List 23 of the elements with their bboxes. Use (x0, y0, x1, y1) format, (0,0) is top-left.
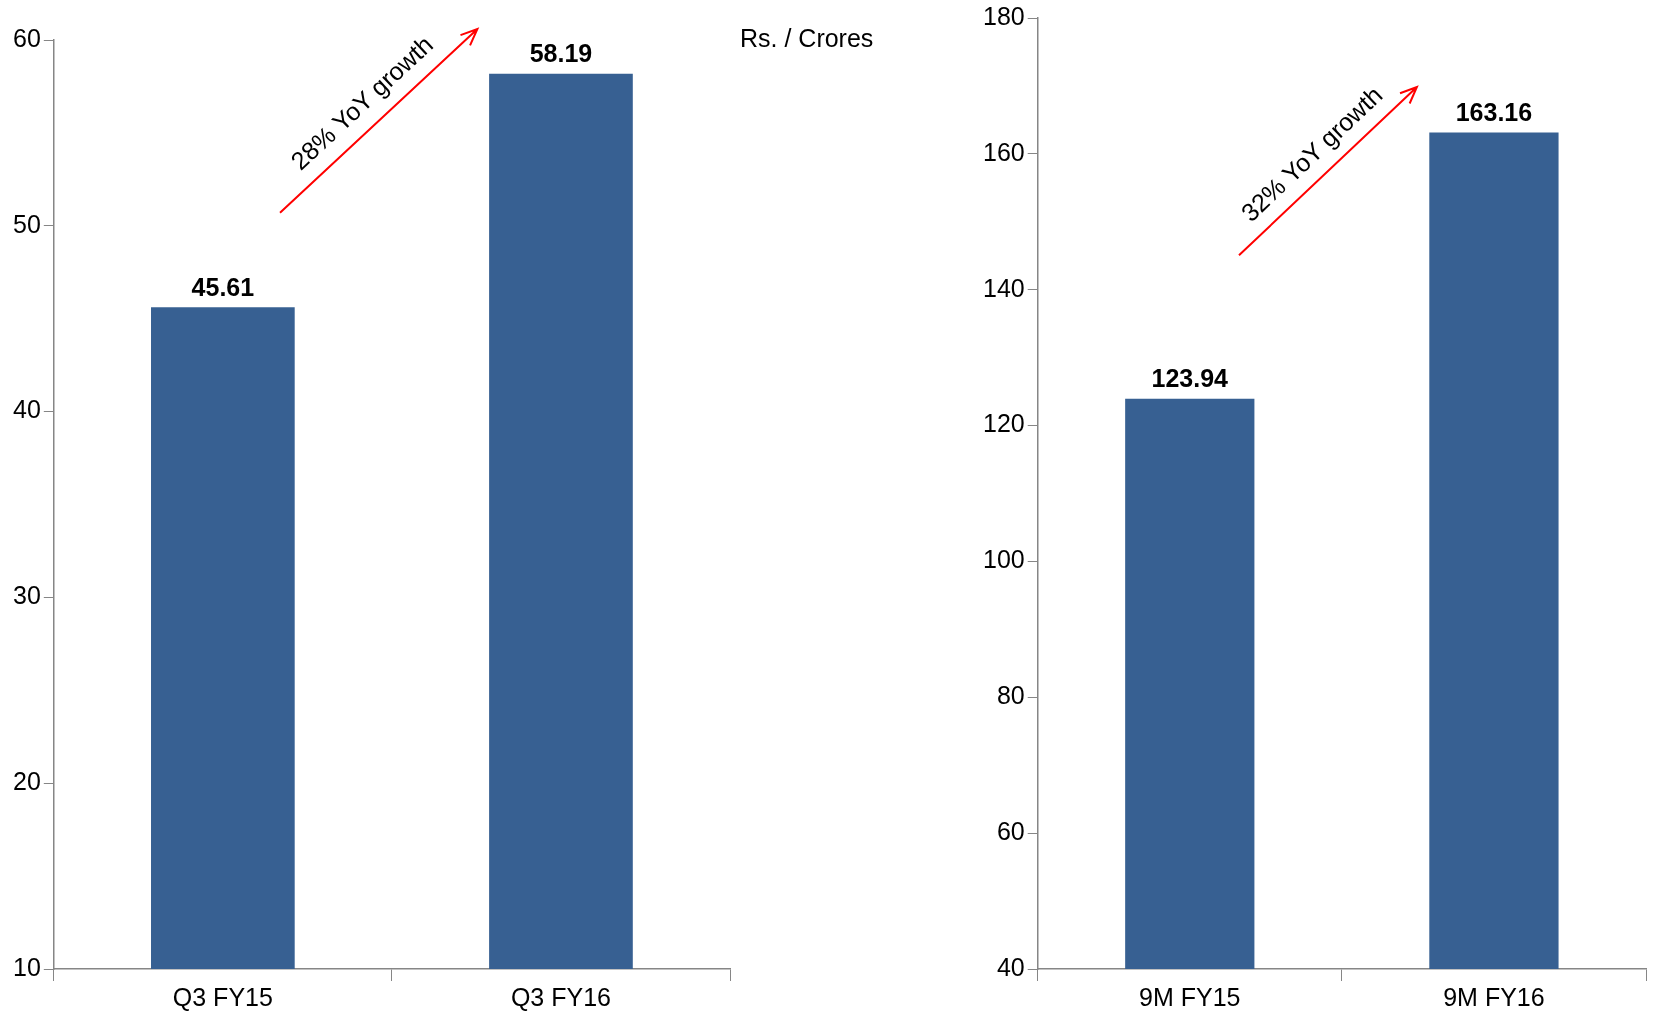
x-tick-label: Q3 FY16 (510, 982, 611, 1011)
x-tick-label: Q3 FY15 (172, 982, 273, 1011)
data-label: 123.94 (1151, 364, 1229, 393)
data-label: 45.61 (191, 272, 255, 301)
y-tick-label: 60 (996, 817, 1025, 846)
data-label: 163.16 (1455, 97, 1533, 126)
y-tick-label: 40 (996, 952, 1025, 981)
y-tick-label: 100 (982, 545, 1025, 574)
y-tick-label: 40 (13, 395, 41, 424)
y-tick-label: 20 (13, 767, 41, 796)
y-tick-label: 80 (996, 681, 1025, 710)
x-tick-label: 9M FY16 (1443, 982, 1545, 1011)
y-tick-label: 30 (13, 581, 41, 610)
y-tick-label: 180 (982, 1, 1025, 30)
y-tick-label: 10 (13, 952, 41, 981)
y-tick-label: 120 (982, 409, 1025, 438)
data-label: 58.19 (529, 39, 593, 68)
y-tick-label: 60 (13, 23, 41, 52)
x-tick-label: 9M FY15 (1139, 982, 1241, 1011)
y-tick-label: 160 (982, 137, 1025, 166)
text: Rs. / Crores (740, 24, 874, 53)
y-tick-label: 50 (13, 209, 41, 238)
y-tick-label: 140 (982, 273, 1025, 302)
